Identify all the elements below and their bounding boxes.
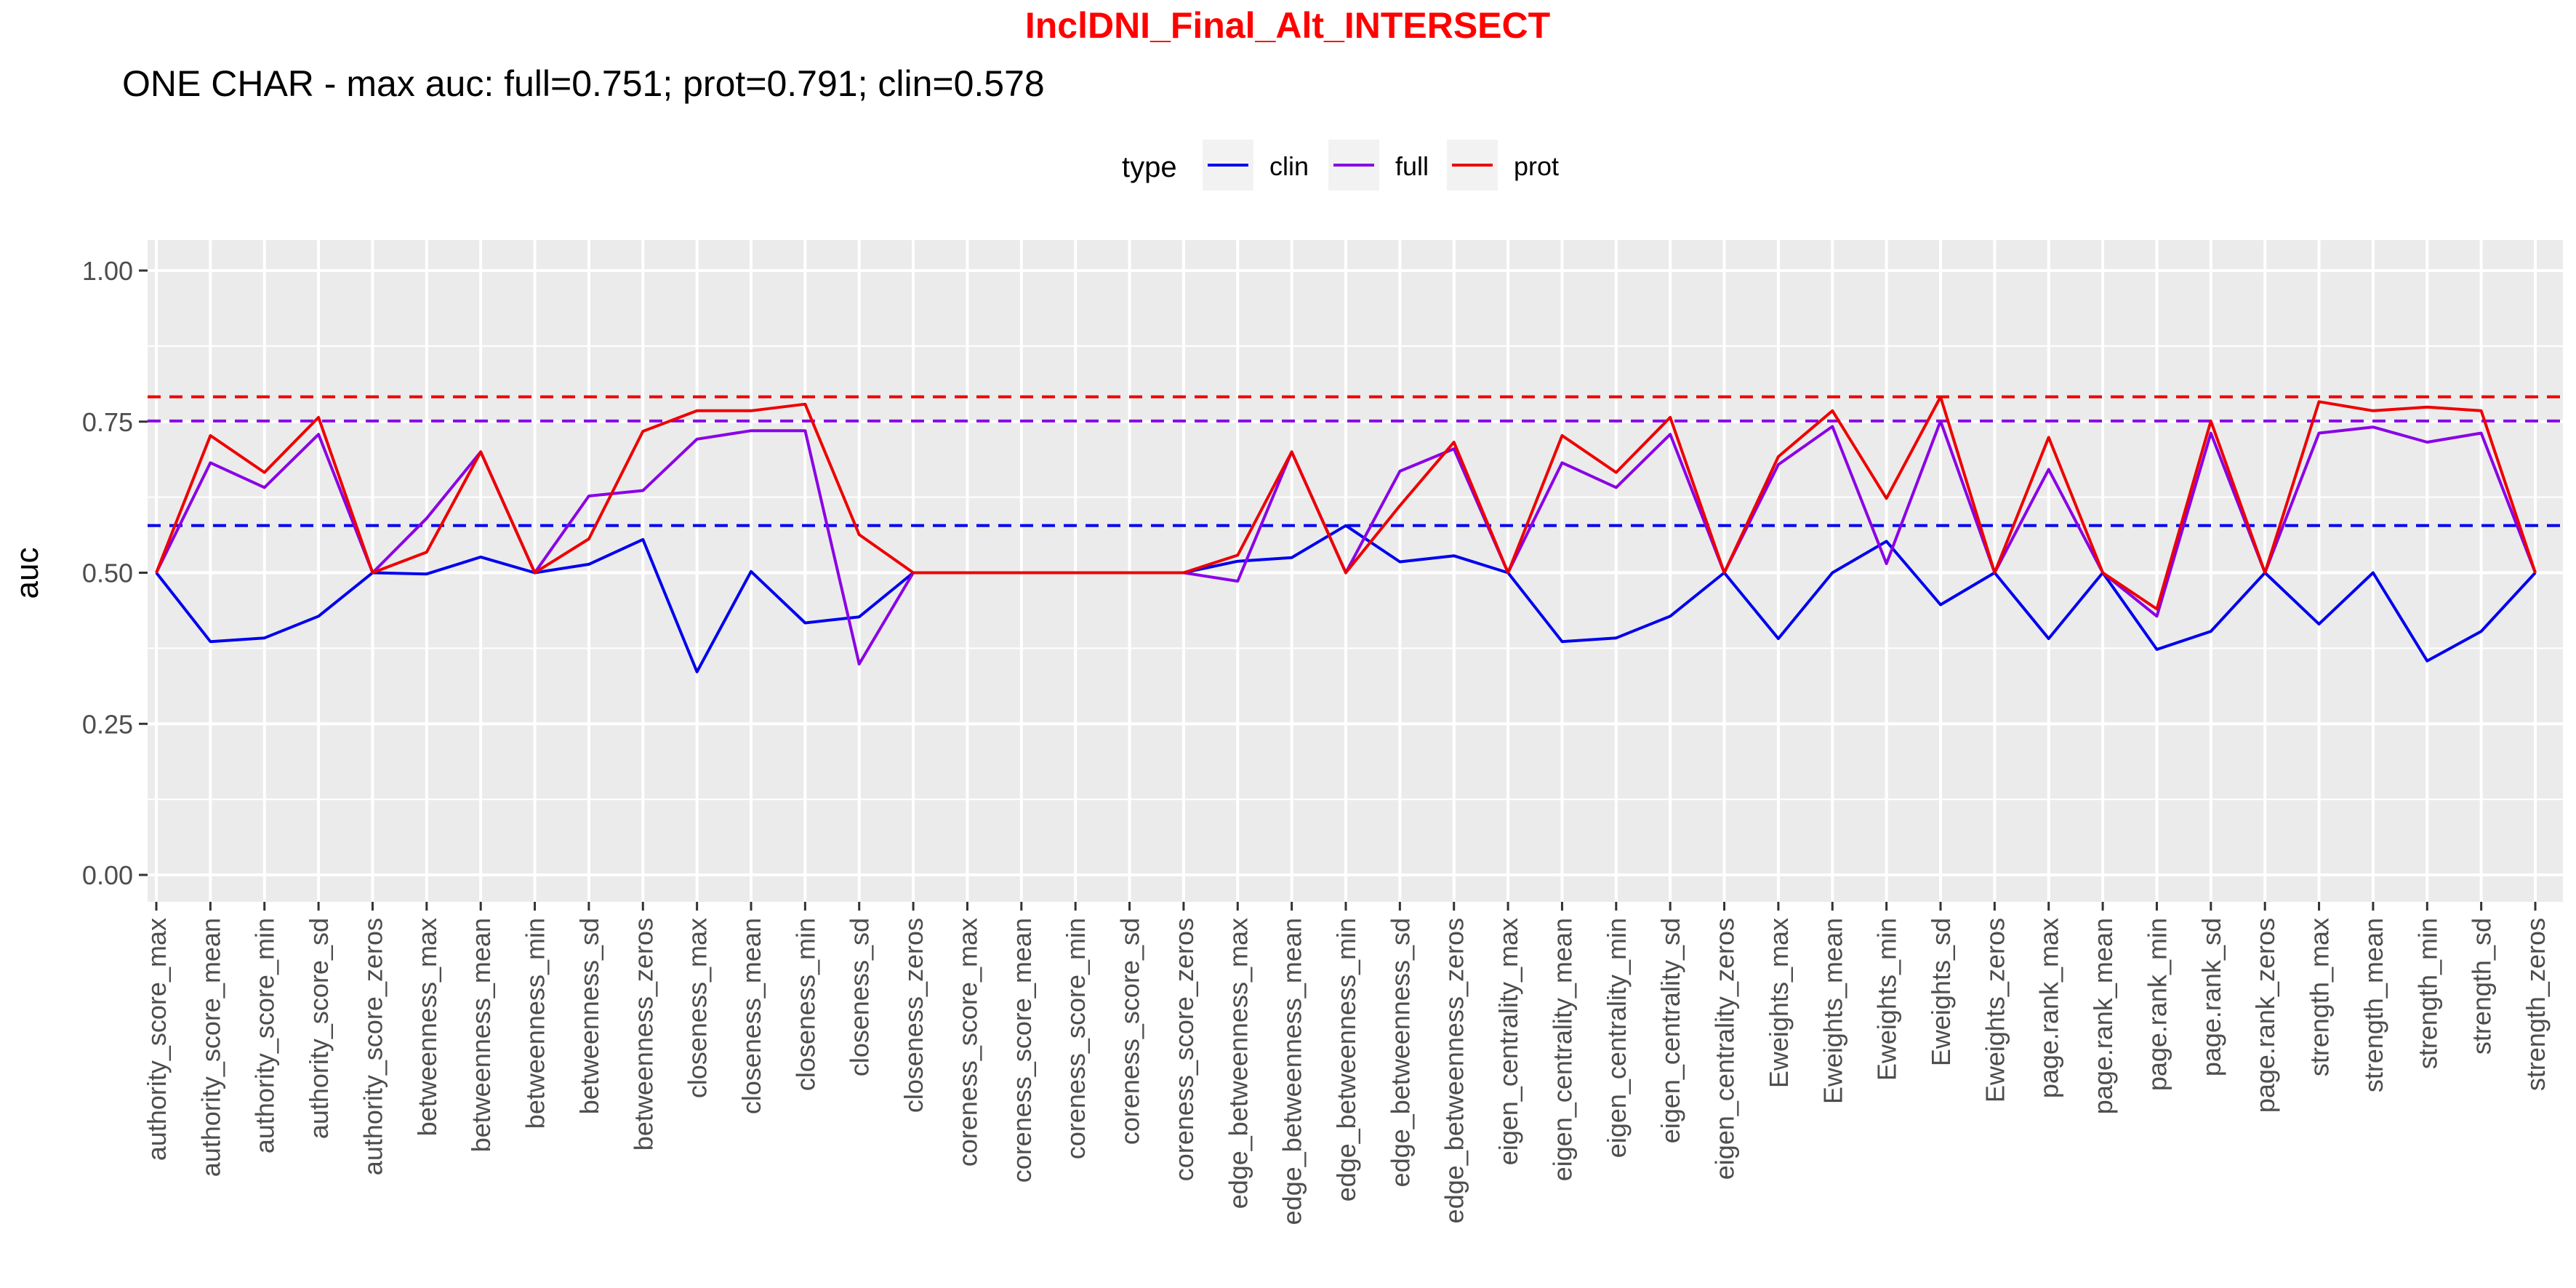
x-tick-label: page.rank_max <box>2034 918 2064 1098</box>
x-tick-label: page.rank_mean <box>2088 918 2118 1114</box>
x-tick-label: edge_betweenness_min <box>1331 918 1361 1201</box>
x-tick-label: page.rank_sd <box>2196 918 2226 1076</box>
x-tick-label: strength_min <box>2412 918 2442 1069</box>
x-tick-label: eigen_centrality_min <box>1602 918 1632 1158</box>
x-tick-label: Eweights_min <box>1872 918 1902 1081</box>
x-tick-label: eigen_centrality_max <box>1493 918 1523 1165</box>
y-tick-label: 0.00 <box>82 860 133 890</box>
x-tick-label: edge_betweenness_max <box>1223 918 1253 1209</box>
legend-label-clin: clin <box>1269 151 1309 181</box>
x-tick-label: page.rank_zeros <box>2250 918 2280 1113</box>
x-tick-label: coreness_score_mean <box>1007 918 1037 1183</box>
x-tick-label: Eweights_mean <box>1818 918 1847 1104</box>
x-tick-label: closeness_max <box>683 918 713 1098</box>
chart-title: InclDNI_Final_Alt_INTERSECT <box>1025 5 1550 46</box>
x-tick-label: edge_betweenness_mean <box>1277 918 1307 1225</box>
series-line-clin <box>155 524 2537 673</box>
x-tick-label: edge_betweenness_sd <box>1385 918 1415 1187</box>
x-tick-label: Eweights_sd <box>1926 918 1956 1066</box>
x-tick-label: coreness_score_min <box>1061 918 1091 1159</box>
x-tick-label: closeness_mean <box>737 918 766 1114</box>
x-tick-label: betweenness_max <box>412 918 442 1136</box>
legend: type clin full prot <box>1122 140 1559 191</box>
x-tick-label: coreness_score_zeros <box>1169 918 1199 1181</box>
y-tick-label: 0.75 <box>82 407 133 437</box>
series-line-prot <box>155 395 2537 611</box>
plot-panel <box>148 240 2563 902</box>
legend-title: type <box>1122 151 1177 183</box>
x-tick-label: authority_score_sd <box>304 918 334 1139</box>
y-axis: 0.00 0.25 0.50 0.75 1.00 <box>82 256 148 890</box>
x-tick-label: page.rank_min <box>2143 918 2172 1091</box>
x-tick-label: coreness_score_sd <box>1115 918 1145 1145</box>
x-tick-label: eigen_centrality_sd <box>1656 918 1685 1143</box>
x-tick-label: edge_betweenness_zeros <box>1440 918 1469 1223</box>
x-tick-label: betweenness_zeros <box>628 918 658 1151</box>
x-tick-label: eigen_centrality_mean <box>1548 918 1578 1181</box>
x-tick-label: closeness_zeros <box>899 918 928 1113</box>
x-tick-label: betweenness_mean <box>466 918 496 1152</box>
x-tick-label: Eweights_max <box>1764 918 1794 1088</box>
y-tick-label: 0.50 <box>82 559 133 588</box>
x-tick-label: strength_mean <box>2359 918 2388 1092</box>
x-tick-label: strength_max <box>2305 918 2335 1076</box>
y-tick-label: 0.25 <box>82 709 133 739</box>
x-tick-label: closeness_sd <box>845 918 875 1076</box>
x-tick-label: closeness_min <box>790 918 820 1091</box>
x-tick-label: strength_sd <box>2467 918 2497 1055</box>
x-axis: authority_score_max authority_score_mean a… <box>142 902 2551 1225</box>
x-tick-label: authority_score_min <box>250 918 280 1153</box>
x-tick-label: authority_score_mean <box>196 918 225 1177</box>
x-tick-label: authority_score_zeros <box>358 918 388 1175</box>
legend-label-full: full <box>1395 151 1429 181</box>
y-axis-title: auc <box>9 548 45 599</box>
chart-subtitle: ONE CHAR - max auc: full=0.751; prot=0.7… <box>122 63 1045 104</box>
x-tick-label: strength_zeros <box>2521 918 2551 1091</box>
x-tick-label: eigen_centrality_zeros <box>1710 918 1740 1180</box>
x-tick-label: coreness_score_max <box>953 918 983 1167</box>
legend-label-prot: prot <box>1514 151 1559 181</box>
reference-lines <box>148 395 2563 527</box>
y-tick-label: 1.00 <box>82 256 133 286</box>
x-tick-label: betweenness_sd <box>574 918 604 1114</box>
x-tick-label: authority_score_max <box>142 918 172 1161</box>
x-tick-label: betweenness_min <box>521 918 550 1129</box>
x-tick-label: Eweights_zeros <box>1980 918 2010 1103</box>
series-lines <box>155 395 2537 673</box>
